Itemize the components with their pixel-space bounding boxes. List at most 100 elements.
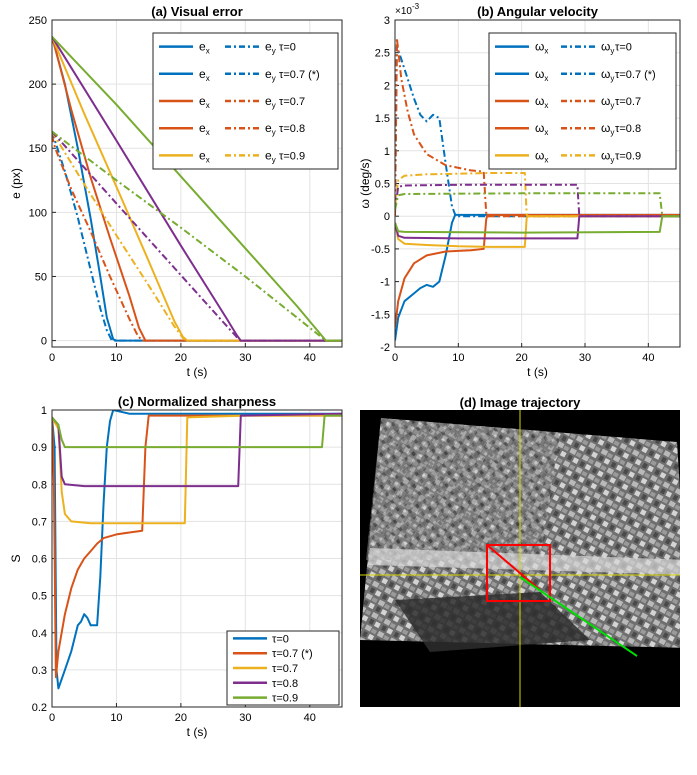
legend-entry: ex ey τ=0.7 xyxy=(159,94,305,110)
legend-entry: ωx ωy τ=0 xyxy=(495,40,632,56)
legend-tau-label: τ=0.9 xyxy=(279,150,305,162)
series-line-0 xyxy=(52,410,342,690)
y-tick-label: 0.8 xyxy=(32,479,47,491)
legend: τ=0 τ=0.7 (*) τ=0.7 τ=0.8 τ=0.9 xyxy=(226,630,340,706)
x-tick-label: 10 xyxy=(110,352,122,364)
series-line-9 xyxy=(395,192,680,218)
legend-dashed-label: ey xyxy=(265,67,276,83)
legend-dashed-label: ey xyxy=(265,121,276,137)
series-line-4 xyxy=(52,36,342,342)
series-group xyxy=(395,37,680,341)
x-tick-label: 40 xyxy=(642,352,654,364)
series-line-7 xyxy=(395,183,680,218)
x-tick-label: 40 xyxy=(304,712,316,724)
legend-tau-label: τ=0.7 (*) xyxy=(279,69,320,81)
y-tick-label: 1 xyxy=(384,146,390,158)
legend-tau-label: τ=0.8 xyxy=(615,123,641,135)
chart-title: (b) Angular velocity xyxy=(477,4,599,19)
x-tick-label: 0 xyxy=(49,712,55,724)
legend-tau-label: τ=0 xyxy=(615,42,632,54)
legend-tau-label: τ=0.7 xyxy=(615,96,641,108)
legend-solid-label: ex xyxy=(199,67,210,83)
series-line-7 xyxy=(52,130,342,342)
chart-title: (d) Image trajectory xyxy=(460,395,581,410)
x-tick-label: 0 xyxy=(392,352,398,364)
series-group xyxy=(52,36,342,342)
y-tick-label: 150 xyxy=(29,143,47,155)
panel-angular-velocity: 0 10 20 30 40 -2 -1.5 -1 -0.5 0 0.5 1 1.5 2 2.5 3 (b) An… xyxy=(358,2,681,379)
series-line-2 xyxy=(52,36,342,342)
panel-normalized-sharpness: 0 10 20 30 40 0.2 0.3 0.4 0.5 0.6 0.7 0.8 0.9 1 (c) No… xyxy=(9,394,343,739)
axis-multiplier-base: ×10 xyxy=(395,6,412,17)
legend-entry: ωx ωy τ=0.7 xyxy=(495,94,641,110)
axes-box xyxy=(394,19,681,348)
legend-dashed-label: ey xyxy=(265,94,276,110)
trajectory-red xyxy=(486,544,541,591)
y-tick-label: 50 xyxy=(35,271,47,283)
y-axis-label: S xyxy=(9,554,23,562)
y-tick-label: 0 xyxy=(41,336,47,348)
series-line-5 xyxy=(395,172,680,218)
y-tick-label: -2 xyxy=(380,342,390,354)
y-tick-label: 3 xyxy=(384,15,390,27)
x-tick-label: 30 xyxy=(239,352,251,364)
y-tick-label: 0.2 xyxy=(32,702,47,714)
legend-entry: ex ey τ=0 xyxy=(159,40,296,56)
series-line-8 xyxy=(52,36,342,342)
legend-tau-label: τ=0.8 xyxy=(272,678,298,690)
y-tick-label: -1.5 xyxy=(371,309,390,321)
legend-tau-label: τ=0.7 (*) xyxy=(272,648,313,660)
legend-box xyxy=(152,32,339,170)
y-tick-label: 0 xyxy=(384,211,390,223)
y-tick-label: -0.5 xyxy=(371,244,390,256)
x-tick-label: 10 xyxy=(452,352,464,364)
y-tick-label: 250 xyxy=(29,15,47,27)
y-axis-label: e (px) xyxy=(9,168,23,199)
series-line-2 xyxy=(395,213,680,328)
y-tick-label: -1 xyxy=(380,277,390,289)
y-tick-label: 200 xyxy=(29,79,47,91)
y-tick-label: 0.9 xyxy=(32,442,47,454)
legend-solid-label: ex xyxy=(199,40,210,56)
trajectory-green xyxy=(519,576,638,657)
legend-solid-label: ex xyxy=(199,121,210,137)
series-line-5 xyxy=(52,131,342,342)
chart-title: (c) Normalized sharpness xyxy=(118,394,276,409)
series-line-1 xyxy=(52,414,342,679)
legend-tau-label: τ=0.9 xyxy=(272,693,298,705)
legend-tau-label: τ=0.7 xyxy=(272,663,298,675)
series-line-3 xyxy=(52,135,342,342)
legend-entry: τ=0.9 xyxy=(233,693,298,705)
legend-tau-label: τ=0.7 (*) xyxy=(615,69,656,81)
y-tick-label: 0.5 xyxy=(32,591,47,603)
legend: ωx ωy τ=0ωx ωy τ=0.7 (*)ωx ωy τ=0.7ωx ωy τ=0.8ωx… xyxy=(488,32,677,170)
legend-entry: ex ey τ=0.8 xyxy=(159,121,305,137)
y-axis-label: ω (deg/s) xyxy=(358,158,372,208)
x-tick-label: 10 xyxy=(110,712,122,724)
y-tick-label: 2.5 xyxy=(375,48,390,60)
y-tick-label: 100 xyxy=(29,207,47,219)
x-axis-label: t (s) xyxy=(187,725,208,739)
panel-visual-error: 0 10 20 30 40 0 50 100 150 200 250 (a) Visual error… xyxy=(9,4,343,379)
series-line-4 xyxy=(52,414,342,449)
x-tick-label: 20 xyxy=(516,352,528,364)
y-tick-label: 0.7 xyxy=(32,516,47,528)
series-line-1 xyxy=(395,45,680,218)
y-tick-label: 0.5 xyxy=(375,179,390,191)
x-tick-label: 20 xyxy=(175,712,187,724)
axes-box xyxy=(51,19,343,348)
legend-entry: τ=0.7 (*) xyxy=(233,648,313,660)
legend-solid-label: ex xyxy=(199,94,210,110)
y-tick-label: 0.6 xyxy=(32,554,47,566)
legend-entry: ex ey τ=0.7 (*) xyxy=(159,67,320,83)
x-tick-label: 30 xyxy=(239,712,251,724)
aerial-image-water xyxy=(395,592,590,652)
target-roi-box xyxy=(486,544,551,602)
legend-tau-label: τ=0.7 xyxy=(279,96,305,108)
series-line-8 xyxy=(395,215,680,234)
legend-entry: τ=0.8 xyxy=(233,678,298,690)
x-tick-label: 0 xyxy=(49,352,55,364)
y-tick-label: 1.5 xyxy=(375,113,390,125)
legend-tau-label: τ=0.9 xyxy=(615,150,641,162)
